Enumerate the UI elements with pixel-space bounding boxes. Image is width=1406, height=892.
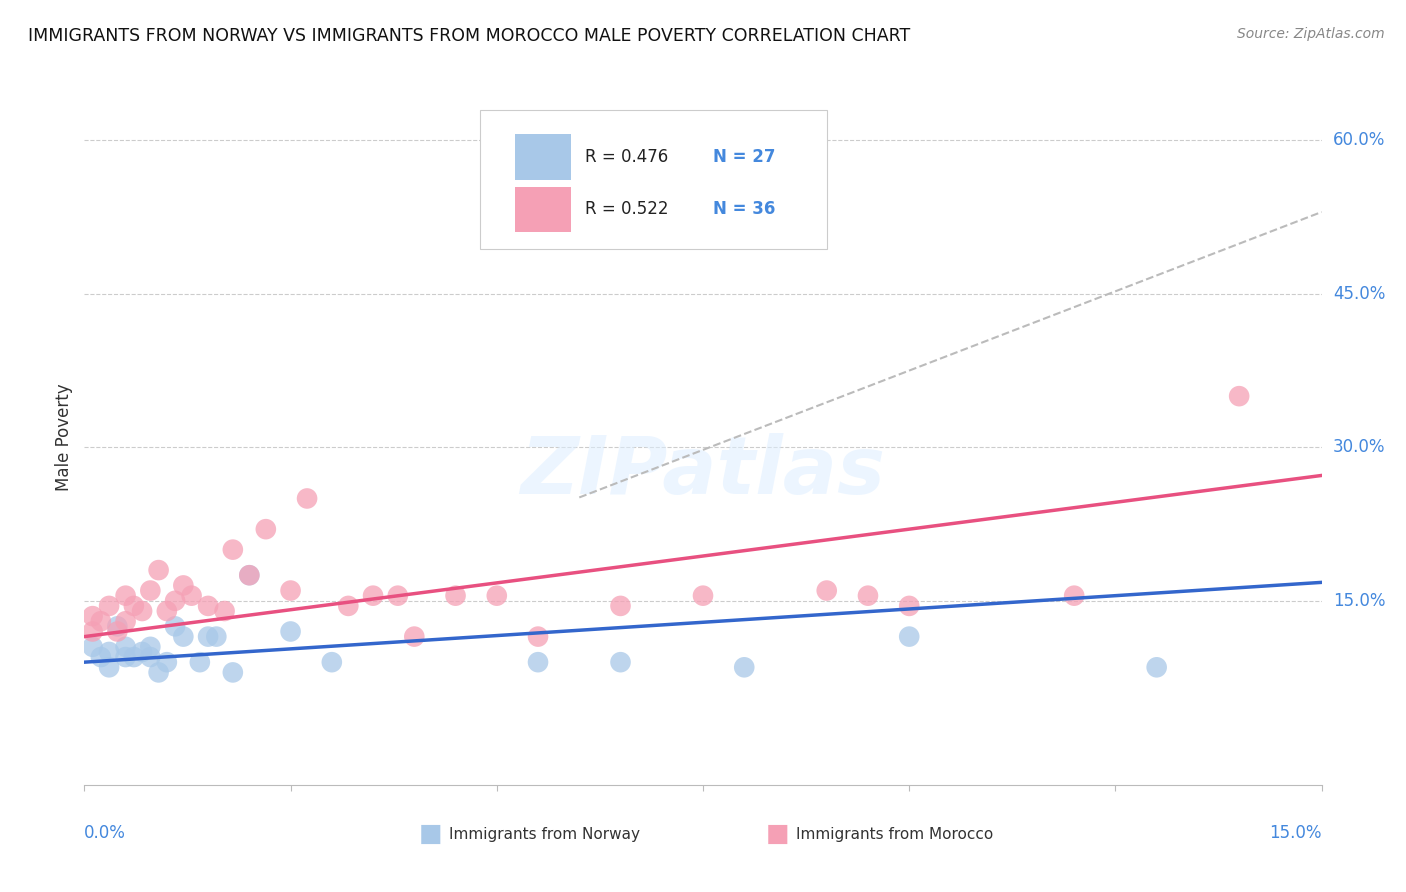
Text: Source: ZipAtlas.com: Source: ZipAtlas.com xyxy=(1237,27,1385,41)
Point xyxy=(122,650,145,665)
Point xyxy=(609,655,631,669)
Point xyxy=(1227,389,1250,403)
Point xyxy=(156,655,179,669)
Point xyxy=(485,589,508,603)
Point xyxy=(1146,660,1168,674)
Text: R = 0.522: R = 0.522 xyxy=(585,200,669,219)
Point xyxy=(90,614,112,628)
Point xyxy=(131,604,153,618)
Point xyxy=(188,655,211,669)
Point xyxy=(527,655,550,669)
Point xyxy=(148,563,170,577)
Point xyxy=(180,589,202,603)
Point xyxy=(139,583,162,598)
Point xyxy=(165,619,187,633)
Text: Immigrants from Norway: Immigrants from Norway xyxy=(450,827,640,841)
Text: N = 27: N = 27 xyxy=(713,148,775,166)
Point xyxy=(122,599,145,613)
Point xyxy=(222,665,245,680)
Point xyxy=(139,640,162,654)
Text: 60.0%: 60.0% xyxy=(1333,131,1385,149)
Point xyxy=(139,650,162,665)
Text: IMMIGRANTS FROM NORWAY VS IMMIGRANTS FROM MOROCCO MALE POVERTY CORRELATION CHART: IMMIGRANTS FROM NORWAY VS IMMIGRANTS FRO… xyxy=(28,27,910,45)
Point xyxy=(527,630,550,644)
Text: N = 36: N = 36 xyxy=(713,200,775,219)
Point xyxy=(205,630,228,644)
FancyBboxPatch shape xyxy=(481,110,827,249)
Text: 0.0%: 0.0% xyxy=(84,824,127,842)
Point xyxy=(815,583,838,598)
Point xyxy=(609,599,631,613)
Point xyxy=(856,589,879,603)
Point xyxy=(131,645,153,659)
Point xyxy=(114,589,136,603)
Text: Immigrants from Morocco: Immigrants from Morocco xyxy=(796,827,993,841)
Text: ■: ■ xyxy=(419,822,443,846)
Point xyxy=(98,660,121,674)
Point xyxy=(692,589,714,603)
Text: 15.0%: 15.0% xyxy=(1270,824,1322,842)
Point xyxy=(156,604,179,618)
Text: 45.0%: 45.0% xyxy=(1333,285,1385,303)
Point xyxy=(114,614,136,628)
Point xyxy=(98,599,121,613)
Point xyxy=(90,650,112,665)
Point xyxy=(214,604,236,618)
Text: 15.0%: 15.0% xyxy=(1333,591,1385,610)
Point xyxy=(238,568,260,582)
Point xyxy=(321,655,343,669)
Point xyxy=(105,619,128,633)
Point xyxy=(280,624,302,639)
Point xyxy=(295,491,318,506)
Point xyxy=(254,522,277,536)
Point xyxy=(82,609,104,624)
Text: ZIPatlas: ZIPatlas xyxy=(520,433,886,511)
Point xyxy=(387,589,409,603)
Point xyxy=(222,542,245,557)
FancyBboxPatch shape xyxy=(515,135,571,179)
Point xyxy=(105,624,128,639)
Point xyxy=(172,578,194,592)
Point xyxy=(98,645,121,659)
Y-axis label: Male Poverty: Male Poverty xyxy=(55,384,73,491)
Point xyxy=(404,630,426,644)
Point xyxy=(114,640,136,654)
Text: ■: ■ xyxy=(765,822,789,846)
Point xyxy=(197,630,219,644)
FancyBboxPatch shape xyxy=(515,186,571,232)
Point xyxy=(337,599,360,613)
Point xyxy=(165,594,187,608)
Point xyxy=(444,589,467,603)
Text: 30.0%: 30.0% xyxy=(1333,438,1385,457)
Point xyxy=(238,568,260,582)
Text: R = 0.476: R = 0.476 xyxy=(585,148,669,166)
Point xyxy=(82,640,104,654)
Point xyxy=(280,583,302,598)
Point xyxy=(197,599,219,613)
Point xyxy=(148,665,170,680)
Point xyxy=(114,650,136,665)
Point xyxy=(172,630,194,644)
Point xyxy=(898,630,921,644)
Point xyxy=(82,624,104,639)
Point xyxy=(733,660,755,674)
Point xyxy=(361,589,384,603)
Point xyxy=(898,599,921,613)
Point xyxy=(1063,589,1085,603)
